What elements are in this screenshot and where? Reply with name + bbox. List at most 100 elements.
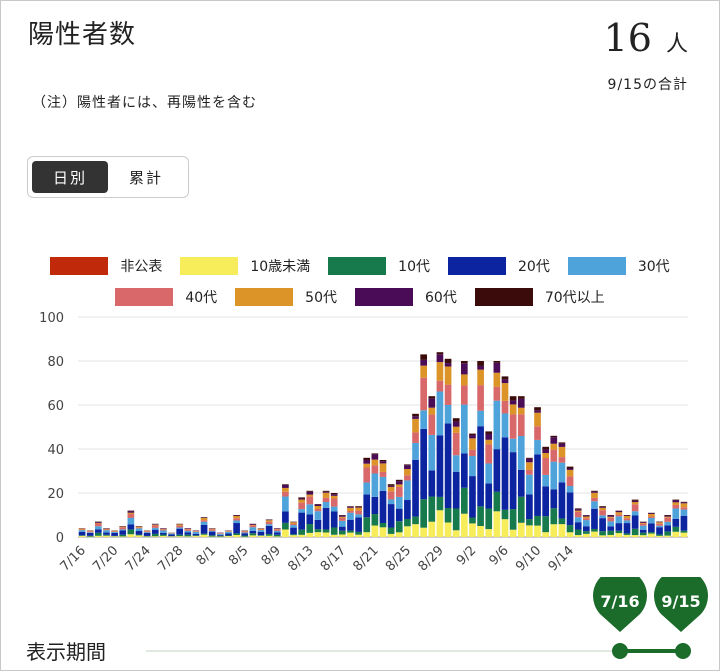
bar-segment [143,531,151,533]
bar-segment [282,491,289,497]
bar-segment [477,385,484,411]
bar-segment [542,449,550,454]
y-tick-label: 80 [47,355,64,370]
bar-segment [241,532,249,534]
bar-segment [509,452,517,510]
bar-segment [558,446,566,458]
bar-segment [160,532,167,535]
bar-segment [225,533,232,536]
bar-segment [615,530,623,534]
bar-segment [591,531,598,537]
bar-segment [404,465,411,470]
bar-segment [420,410,428,429]
bar-segment [127,534,135,537]
bar-segment [672,508,680,519]
legend-item[interactable]: 30代 [567,256,670,276]
bar-segment [412,516,419,525]
bar-segment [656,534,663,536]
bar-segment [363,482,371,495]
bar-segment [225,531,232,534]
bar-segment [493,491,501,512]
bar-segment [371,496,379,515]
view-toggle: 日別 累計 [27,156,189,198]
bar-segment [314,508,322,512]
bar-segment [672,526,680,532]
bar-segment [184,532,192,535]
legend-item[interactable]: 10歳未満 [180,256,310,276]
bar-segment [404,469,411,476]
bar-segment [338,530,346,535]
bar-segment [273,536,281,537]
bar-segment [314,506,322,509]
bar-segment [216,533,224,534]
x-tick-label: 9/14 [546,543,577,574]
legend-item[interactable]: 非公表 [50,256,162,276]
bar-segment [631,500,639,503]
bar-segment [265,524,273,526]
toggle-daily-button[interactable]: 日別 [32,161,108,193]
slider-start-handle[interactable] [612,643,628,659]
total-number: 16 [603,16,652,60]
bar-segment [631,502,639,505]
bar-segment [534,454,541,516]
bar-segment [355,517,362,532]
bar-segment [233,533,240,536]
legend-item[interactable]: 10代 [328,256,430,276]
legend-item[interactable]: 70代以上 [474,287,605,307]
bar-segment [444,423,452,508]
bar-segment [526,525,533,537]
bar-segment [176,528,184,535]
bar-segment [78,528,86,530]
bar-segment [574,522,582,530]
bar-segment [574,535,582,537]
bar-segment [306,490,314,492]
bar-segment [477,526,484,537]
bar-segment [249,533,257,536]
bar-segment [176,536,184,537]
bar-segment [566,476,574,487]
bar-segment [347,519,354,531]
bar-segment [160,528,167,530]
legend-label: 10歳未満 [250,258,311,275]
note-text: （注）陽性者には、再陽性を含む [32,95,257,111]
bar-segment [469,449,476,456]
toggle-cumulative-button[interactable]: 累計 [128,168,163,187]
bar-segment [330,511,338,528]
bar-segment [208,529,216,531]
bar-segment [501,413,509,438]
bar-segment [607,517,615,522]
bar-segment [265,534,273,536]
bar-segment [192,533,200,536]
x-tick-label: 9/6 [486,543,511,568]
bar-segment [233,515,240,519]
bar-segment [485,433,493,440]
bar-segment [444,366,452,385]
bar-segment [517,407,525,415]
bar-segment [558,462,566,483]
bar-segment [501,383,509,401]
bar-segment [143,535,151,537]
bar-segment [574,509,582,511]
legend-item[interactable]: 20代 [448,256,550,276]
bar-segment [249,527,257,531]
slider-end-handle[interactable] [675,643,691,659]
bar-segment [151,524,159,526]
legend-item[interactable]: 60代 [355,287,457,307]
end-date-label: 9/15 [661,592,701,611]
bar-segment [151,529,159,534]
legend-item[interactable]: 40代 [115,287,217,307]
period-slider-track[interactable] [146,650,686,652]
bar-segment [615,533,623,537]
bar-segment [298,498,306,500]
bar-segment [566,469,574,477]
bar-segment [355,514,362,518]
bar-segment [672,504,680,509]
bar-segment [631,515,639,529]
legend-item[interactable]: 50代 [235,287,337,307]
bar-segment [387,527,395,534]
bar-segment [298,502,306,510]
bar-segment [648,533,655,537]
bar-segment [591,497,598,502]
bar-segment [322,532,330,537]
x-tick-label: 8/29 [416,543,447,574]
